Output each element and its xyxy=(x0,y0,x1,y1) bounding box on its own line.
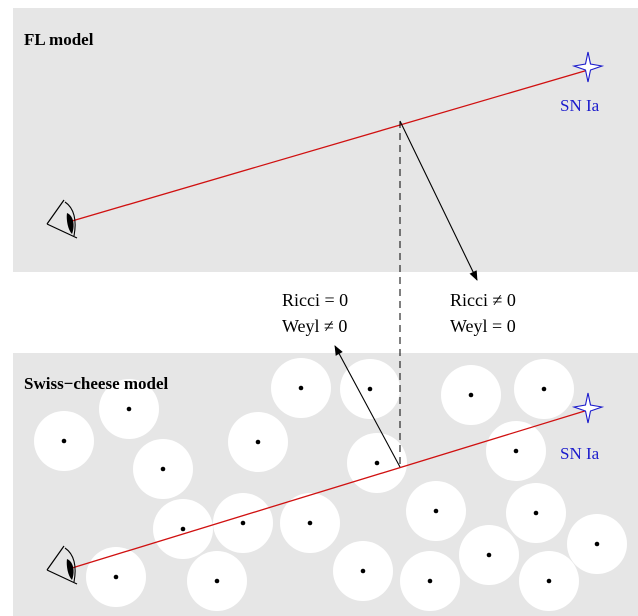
mass-point xyxy=(513,448,519,454)
mass-point xyxy=(126,406,132,412)
mass-point xyxy=(113,574,119,580)
mass-point xyxy=(468,392,474,398)
mass-point xyxy=(594,541,600,547)
star-icon xyxy=(571,51,605,83)
ricci-nonzero-label: Ricci ≠ 0 xyxy=(450,290,516,310)
swiss-cheese-panel-title: Swiss−cheese model xyxy=(24,374,169,393)
mass-point xyxy=(427,578,433,584)
ricci-zero-label: Ricci = 0 xyxy=(282,290,348,310)
curvature-label-left: Ricci = 0 Weyl ≠ 0 xyxy=(282,290,348,336)
mass-point xyxy=(214,578,220,584)
fl-light-ray xyxy=(71,69,589,222)
swiss-cheese-light-ray xyxy=(71,409,589,569)
star-icon xyxy=(571,392,605,424)
mass-point xyxy=(360,568,366,574)
mass-point xyxy=(374,460,380,466)
mass-point xyxy=(367,386,373,392)
fl-model-panel: FL model SN Ia xyxy=(13,8,638,281)
eye-icon xyxy=(46,545,78,585)
mass-point xyxy=(255,439,261,445)
swiss-cheese-panel: Swiss−cheese model SN Ia xyxy=(13,345,638,616)
mass-point xyxy=(298,385,304,391)
swiss-cheese-deflection-arrow xyxy=(334,345,401,468)
mass-point xyxy=(61,438,67,444)
fl-panel-title: FL model xyxy=(24,30,94,49)
eye-icon xyxy=(46,199,78,239)
swiss-cheese-sn-label: SN Ia xyxy=(560,444,600,463)
mass-point xyxy=(433,508,439,514)
mass-point xyxy=(486,552,492,558)
mass-points xyxy=(61,385,600,584)
mass-point xyxy=(533,510,539,516)
mass-point xyxy=(546,578,552,584)
weyl-zero-label: Weyl = 0 xyxy=(450,316,516,336)
mass-point xyxy=(240,520,246,526)
mass-point xyxy=(541,386,547,392)
mass-point xyxy=(180,526,186,532)
fl-panel-background xyxy=(13,8,638,272)
fl-deflection-arrow xyxy=(399,120,478,281)
weyl-nonzero-label: Weyl ≠ 0 xyxy=(282,316,347,336)
curvature-label-right: Ricci ≠ 0 Weyl = 0 xyxy=(450,290,516,336)
fl-sn-label: SN Ia xyxy=(560,96,600,115)
mass-point xyxy=(160,466,166,472)
mass-point xyxy=(307,520,313,526)
